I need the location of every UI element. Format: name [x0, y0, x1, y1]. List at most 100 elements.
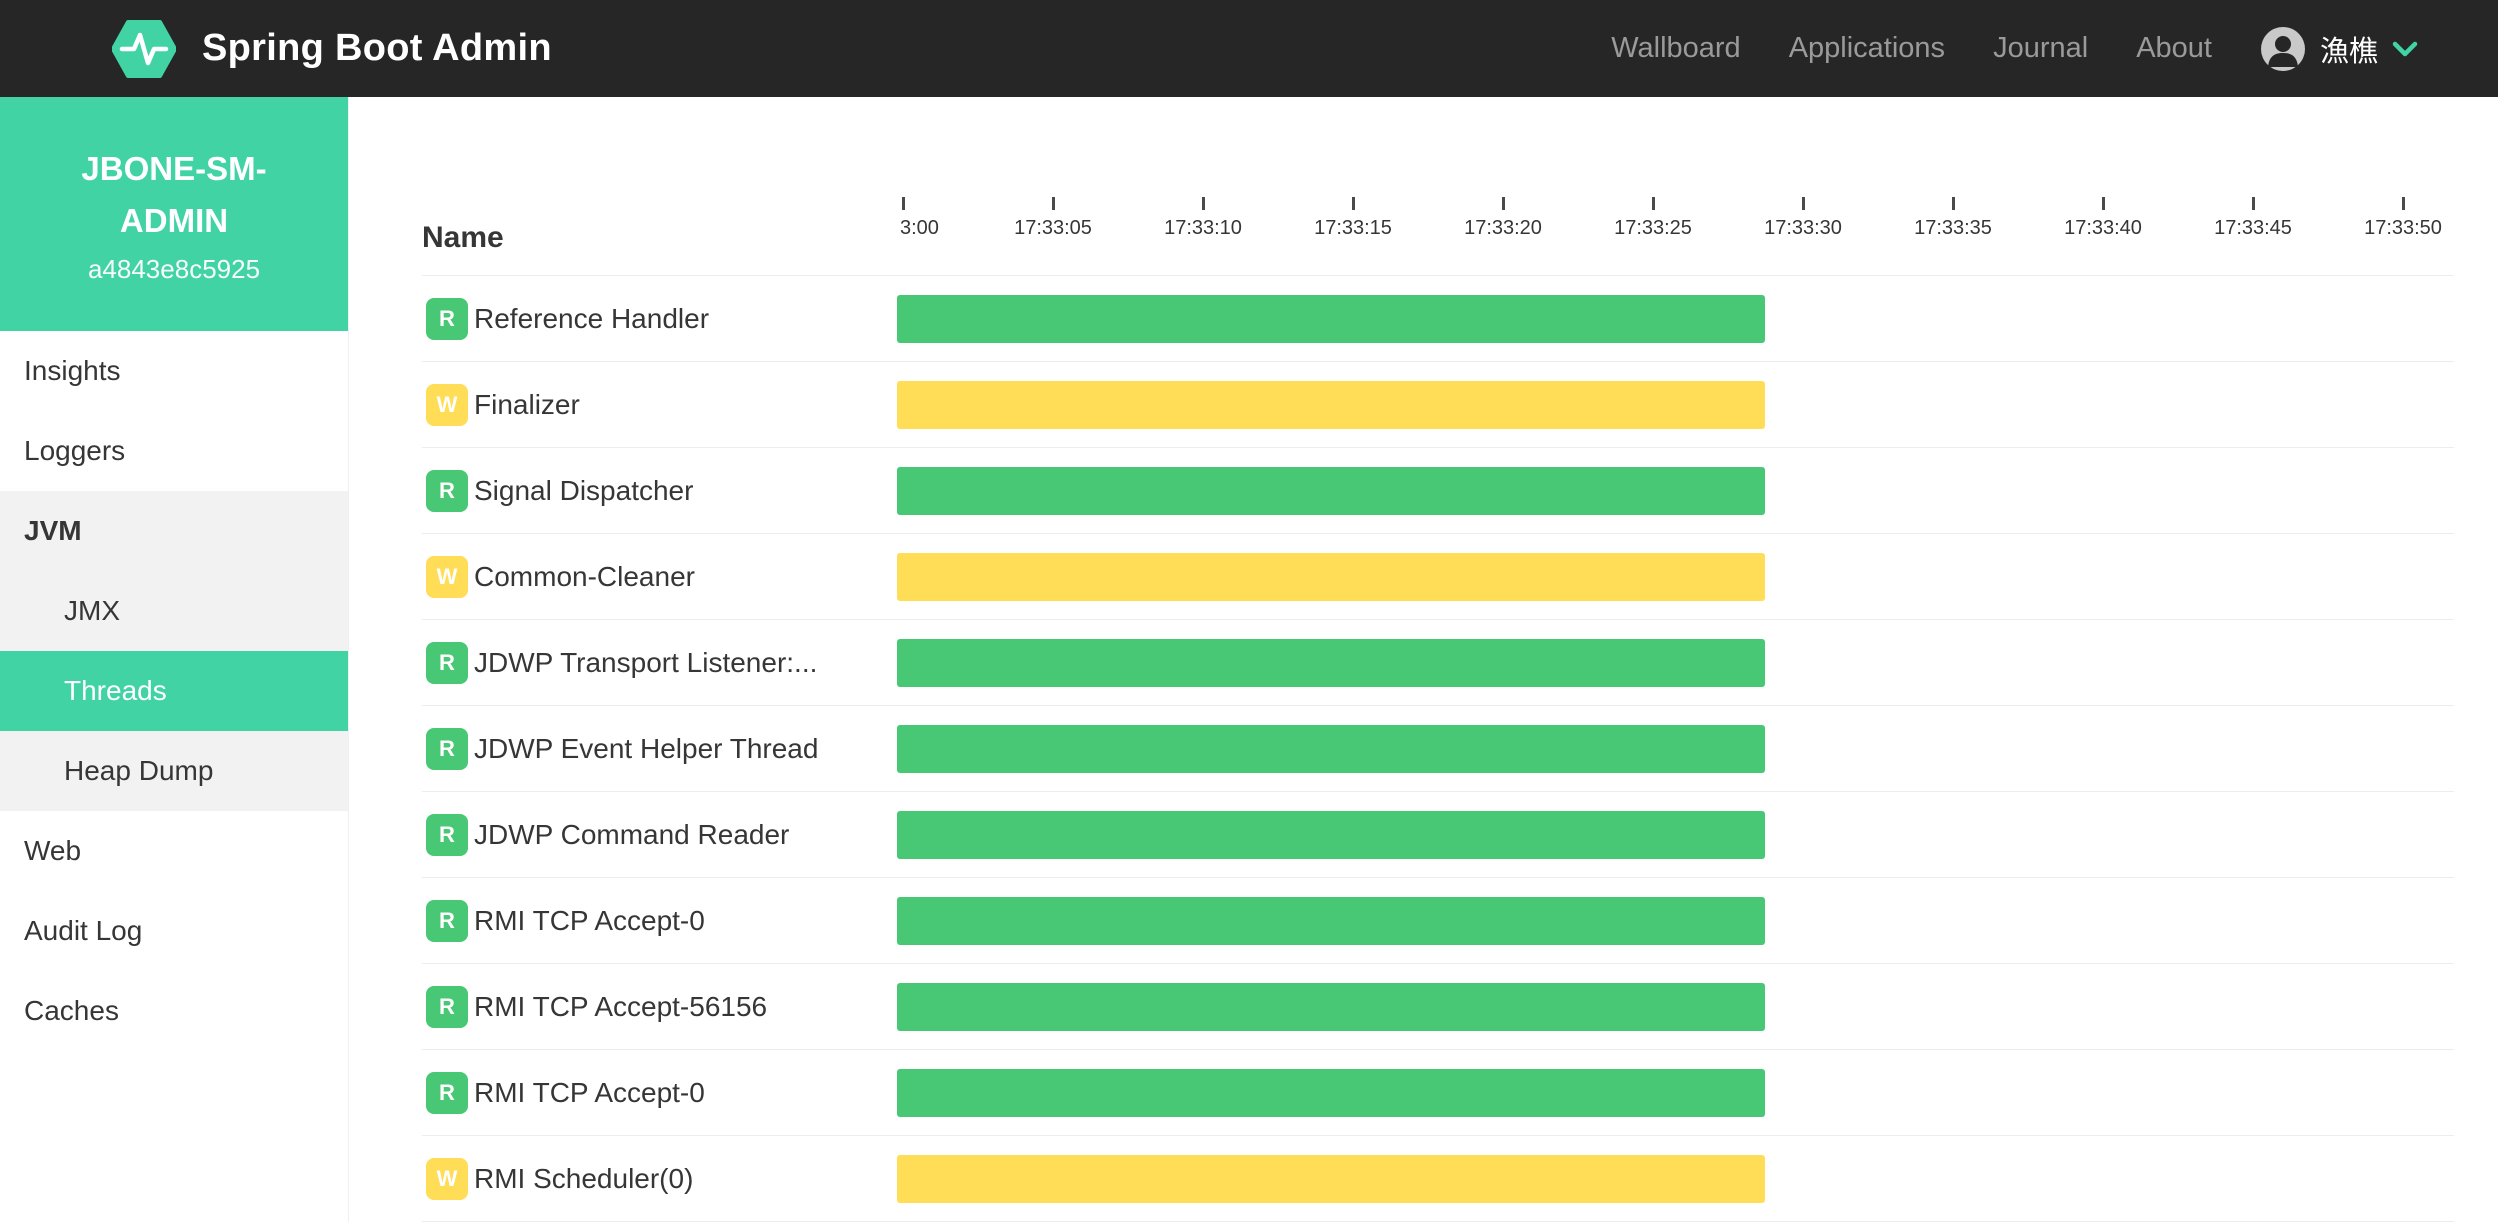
thread-timeline-cell — [897, 964, 2454, 1049]
thread-name-cell: R RMI TCP Accept-0 — [422, 1071, 897, 1114]
sidebar-item[interactable]: JVM — [0, 491, 348, 571]
thread-row[interactable]: W Finalizer — [422, 362, 2454, 448]
thread-state-badge: W — [426, 555, 468, 598]
sidebar-item[interactable]: Caches — [24, 995, 119, 1026]
thread-state-badge: W — [426, 383, 468, 426]
thread-row[interactable]: R RMI TCP Accept-0 — [422, 1050, 2454, 1136]
thread-timeline-cell — [897, 706, 2454, 791]
thread-row[interactable]: R JDWP Command Reader — [422, 792, 2454, 878]
navbar-link[interactable]: About — [2136, 32, 2212, 64]
sidebar-item[interactable]: Audit Log — [24, 915, 143, 946]
thread-state-badge: R — [426, 727, 468, 770]
thread-name-cell: W Finalizer — [422, 383, 897, 426]
thread-row[interactable]: R JDWP Transport Listener:... — [422, 620, 2454, 706]
user-menu[interactable]: 漁樵 — [2260, 26, 2418, 72]
tick-mark — [2102, 197, 2105, 210]
brand[interactable]: Spring Boot Admin — [112, 19, 552, 79]
sidebar-item[interactable]: Heap Dump — [0, 731, 348, 811]
thread-timeline-cell — [897, 1136, 2454, 1221]
tick-mark — [1952, 197, 1955, 210]
tick-label: 3:00 — [900, 217, 939, 239]
tick-mark — [1202, 197, 1205, 210]
navbar-link[interactable]: Applications — [1788, 32, 1946, 64]
thread-name-cell: R RMI TCP Accept-56156 — [422, 985, 897, 1028]
timeline-axis: 3:00 17:33:05 17:33:10 — [897, 97, 2454, 275]
tick-label: 17:33:50 — [2364, 217, 2442, 239]
sidebar-item[interactable]: Threads — [0, 651, 348, 731]
thread-timeline-bar[interactable] — [897, 466, 1765, 515]
tick-mark — [1652, 197, 1655, 210]
thread-name: RMI TCP Accept-0 — [474, 904, 705, 936]
tick-label: 17:33:15 — [1314, 217, 1392, 239]
thread-row[interactable]: R RMI TCP Accept-0 — [422, 878, 2454, 964]
thread-timeline-cell — [897, 878, 2454, 963]
thread-name-cell: W RMI Scheduler(0) — [422, 1157, 897, 1200]
thread-timeline-bar[interactable] — [897, 724, 1765, 773]
tick-label: 17:33:10 — [1164, 217, 1242, 239]
tick-mark — [1502, 197, 1505, 210]
tick-label: 17:33:30 — [1764, 217, 1842, 239]
thread-row[interactable]: W Common-Cleaner — [422, 534, 2454, 620]
thread-timeline-bar[interactable] — [897, 1154, 1765, 1203]
thread-name: Reference Handler — [474, 302, 710, 334]
thread-timeline-cell — [897, 276, 2454, 361]
sidebar-item[interactable]: Web — [24, 835, 82, 866]
thread-timeline-cell — [897, 1050, 2454, 1135]
thread-row[interactable]: R RMI TCP Accept-56156 — [422, 964, 2454, 1050]
thread-timeline-cell — [897, 448, 2454, 533]
threads-table-header: Name 3:00 17:33:05 — [422, 97, 2454, 276]
spring-boot-admin-logo-icon — [112, 19, 176, 79]
thread-name: Signal Dispatcher — [474, 474, 694, 506]
thread-timeline-bar[interactable] — [897, 1068, 1765, 1117]
thread-name-cell: R Signal Dispatcher — [422, 469, 897, 512]
thread-name-cell: R RMI TCP Accept-0 — [422, 899, 897, 942]
tick-mark — [902, 197, 905, 210]
navbar-link[interactable]: Journal — [1993, 32, 2089, 64]
thread-name: JDWP Event Helper Thread — [474, 732, 819, 764]
application-header[interactable]: JBONE-SM-ADMIN a4843e8c5925 — [0, 97, 348, 331]
instance-id: a4843e8c5925 — [87, 253, 261, 284]
thread-name: RMI TCP Accept-0 — [474, 1076, 705, 1108]
thread-row[interactable]: W RMI Scheduler(0) — [422, 1136, 2454, 1222]
thread-name: Common-Cleaner — [474, 560, 695, 592]
thread-timeline-bar[interactable] — [897, 638, 1765, 687]
thread-timeline-bar[interactable] — [897, 810, 1765, 859]
chevron-down-icon — [2392, 40, 2418, 57]
thread-name-cell: R JDWP Event Helper Thread — [422, 727, 897, 770]
thread-timeline-bar[interactable] — [897, 380, 1765, 429]
thread-name: Finalizer — [474, 388, 580, 420]
navbar-link[interactable]: Wallboard — [1611, 32, 1741, 64]
tick-label: 17:33:05 — [1014, 217, 1092, 239]
thread-row[interactable]: R Signal Dispatcher — [422, 448, 2454, 534]
thread-state-badge: R — [426, 985, 468, 1028]
thread-name-cell: R JDWP Transport Listener:... — [422, 641, 897, 684]
thread-timeline-bar[interactable] — [897, 982, 1765, 1031]
thread-timeline-cell — [897, 620, 2454, 705]
user-avatar-icon — [2260, 26, 2306, 72]
brand-title: Spring Boot Admin — [202, 27, 552, 69]
tick-mark — [1802, 197, 1805, 210]
tick-label: 17:33:20 — [1464, 217, 1542, 239]
threads-panel: Name 3:00 17:33:05 — [349, 97, 2498, 1222]
sidebar: JBONE-SM-ADMIN a4843e8c5925 Insights Log… — [0, 97, 349, 1222]
thread-row[interactable]: R JDWP Event Helper Thread — [422, 706, 2454, 792]
sidebar-item[interactable]: Insights — [24, 355, 121, 386]
navbar-links: Wallboard Applications Journal About — [1611, 32, 2212, 65]
sidebar-item[interactable]: JMX — [0, 571, 348, 651]
thread-name: RMI Scheduler(0) — [474, 1162, 694, 1194]
top-navbar: Spring Boot Admin Wallboard Applications… — [0, 0, 2498, 97]
thread-row[interactable]: R Reference Handler — [422, 276, 2454, 362]
thread-timeline-bar[interactable] — [897, 896, 1765, 945]
thread-state-badge: R — [426, 899, 468, 942]
tick-mark — [2402, 197, 2405, 210]
thread-timeline-bar[interactable] — [897, 294, 1765, 343]
thread-state-badge: W — [426, 1157, 468, 1200]
sidebar-item[interactable]: Loggers — [24, 435, 126, 466]
thread-name-cell: R Reference Handler — [422, 297, 897, 340]
thread-name-cell: R JDWP Command Reader — [422, 813, 897, 856]
thread-timeline-cell — [897, 362, 2454, 447]
thread-timeline-bar[interactable] — [897, 552, 1765, 601]
tick-mark — [1352, 197, 1355, 210]
thread-name: RMI TCP Accept-56156 — [474, 990, 768, 1022]
